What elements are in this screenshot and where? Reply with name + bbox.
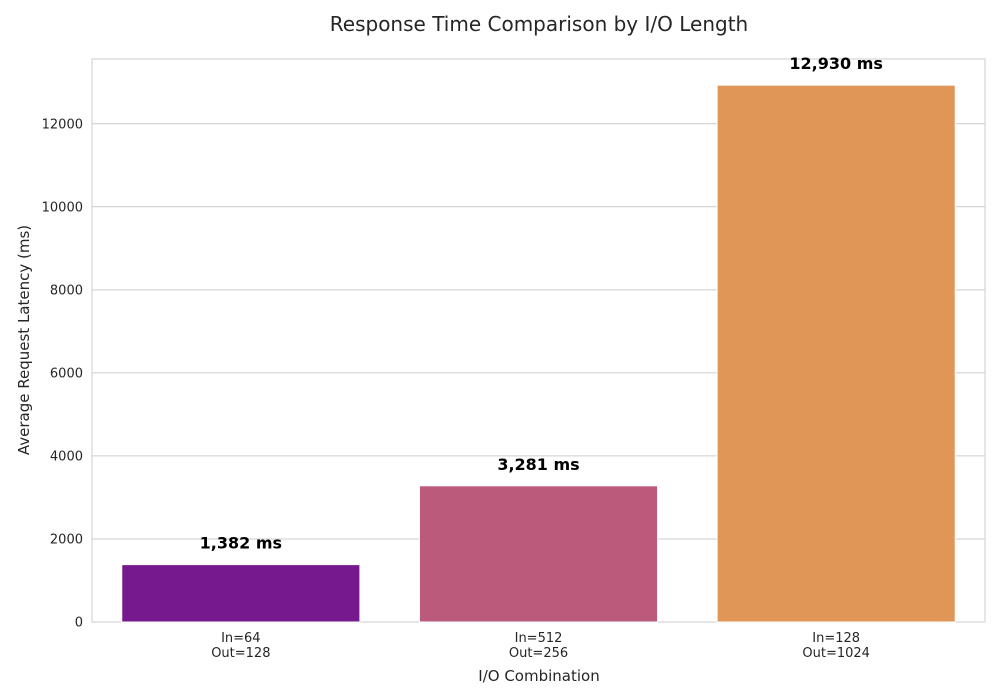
bar	[121, 564, 361, 623]
chart-title: Response Time Comparison by I/O Length	[330, 12, 748, 36]
grid-lines	[92, 123, 985, 623]
x-tick-label: In=128	[812, 631, 860, 646]
y-tick-label: 10000	[42, 200, 83, 215]
y-axis-ticks: 0 2000 4000 6000 8000 10000 12000	[42, 117, 83, 630]
y-axis-label: Average Request Latency (ms)	[15, 225, 33, 455]
y-tick-label: 0	[75, 616, 83, 631]
bar	[716, 84, 956, 623]
y-tick-label: 6000	[50, 366, 83, 381]
y-tick-label: 12000	[42, 117, 83, 132]
x-tick-label: Out=128	[211, 646, 270, 661]
bar	[418, 485, 659, 623]
y-tick-label: 2000	[50, 532, 83, 547]
x-axis-label: I/O Combination	[478, 667, 599, 685]
x-tick-label: In=512	[515, 631, 563, 646]
bars: 1,382 ms 3,281 ms 12,930 ms	[121, 54, 956, 623]
x-tick-label: Out=256	[509, 646, 568, 661]
x-tick-label: In=64	[221, 631, 261, 646]
y-tick-label: 4000	[50, 449, 83, 464]
data-label: 12,930 ms	[789, 54, 883, 73]
data-label: 3,281 ms	[497, 455, 579, 474]
data-label: 1,382 ms	[200, 534, 282, 553]
x-tick-label: Out=1024	[802, 646, 870, 661]
y-tick-label: 8000	[50, 283, 83, 298]
